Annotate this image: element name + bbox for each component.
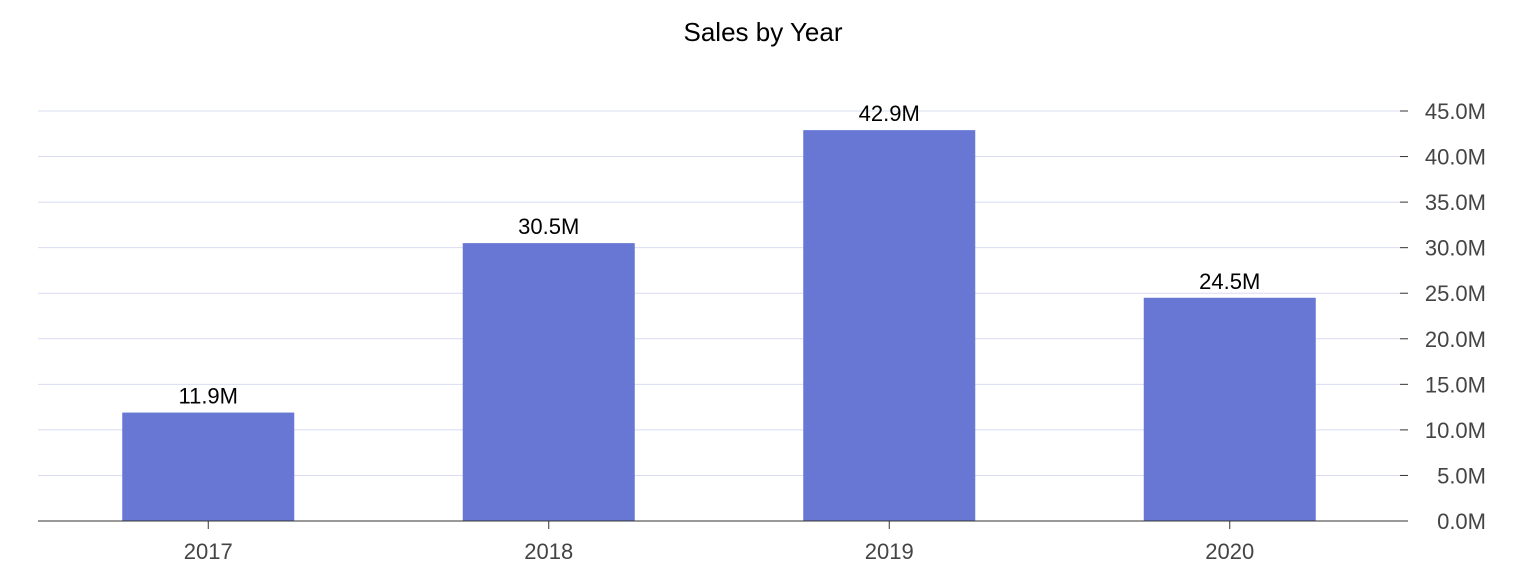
y-tick-label: 5.0M [1437,463,1486,488]
data-label: 30.5M [518,214,579,239]
y-tick-label: 30.0M [1425,236,1486,261]
y-tick-label: 10.0M [1425,418,1486,443]
data-labels: 11.9M 30.5M 42.9M 24.5M [178,101,1260,408]
bar-2017 [122,412,295,521]
x-tick-label: 2017 [184,539,233,564]
bar-2020 [1143,297,1316,521]
y-tick-label: 0.0M [1437,509,1486,534]
y-tick-label: 40.0M [1425,145,1486,170]
data-label: 24.5M [1199,269,1260,294]
chart-title: Sales by Year [683,17,842,47]
x-tick-label: 2019 [865,539,914,564]
bars [122,130,1316,521]
bar-2019 [803,130,976,521]
y-tick-label: 25.0M [1425,281,1486,306]
bar-2018 [462,243,635,521]
x-tick-label: 2018 [524,539,573,564]
y-tick-label: 15.0M [1425,372,1486,397]
y-tick-label: 45.0M [1425,99,1486,124]
y-tick-label: 20.0M [1425,327,1486,352]
axes: 0.0M 5.0M 10.0M 15.0M 20.0M 25.0M 30.0M 35.0M 40… [38,99,1486,564]
data-label: 11.9M [178,384,238,409]
data-label: 42.9M [859,101,920,126]
x-tick-label: 2020 [1205,539,1254,564]
y-tick-label: 35.0M [1425,190,1486,215]
